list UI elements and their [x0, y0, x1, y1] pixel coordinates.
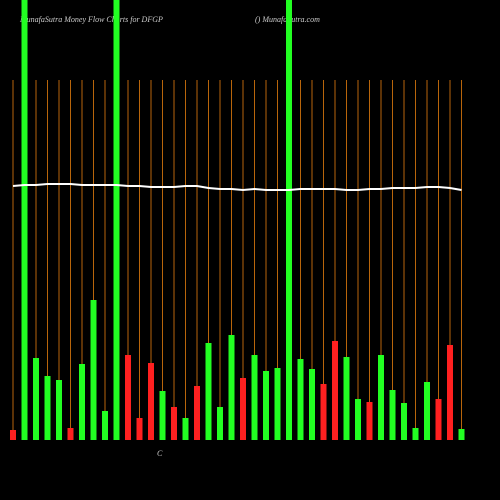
- bar: [136, 418, 143, 440]
- bar: [309, 369, 315, 440]
- bar: [366, 402, 373, 440]
- bar: [113, 0, 120, 440]
- bar: [102, 411, 108, 440]
- bar: [44, 376, 51, 440]
- bar: [412, 428, 419, 440]
- bar: [447, 345, 453, 440]
- bar: [159, 391, 166, 440]
- bar: [263, 371, 269, 440]
- bar: [217, 407, 223, 440]
- bar: [240, 378, 246, 440]
- bar: [458, 429, 465, 440]
- chart-title: MunafaSutra Money Flow Charts for DFGP: [19, 15, 163, 24]
- bar: [297, 359, 304, 440]
- bar: [171, 407, 177, 440]
- bar: [389, 390, 396, 440]
- bar: [67, 428, 74, 440]
- bar: [435, 399, 442, 440]
- bar: [251, 355, 258, 440]
- bar: [424, 382, 430, 440]
- annotation: C: [157, 449, 163, 458]
- bar: [332, 341, 338, 440]
- bar: [125, 355, 131, 440]
- money-flow-line: [12, 183, 462, 192]
- bar: [33, 358, 39, 440]
- bar: [148, 363, 154, 440]
- bar: [355, 399, 361, 440]
- bar: [378, 355, 384, 440]
- bar: [10, 430, 16, 440]
- bar: [90, 300, 97, 440]
- bar: [228, 335, 235, 440]
- bar: [205, 343, 212, 440]
- bar: [286, 0, 292, 440]
- bar: [182, 418, 189, 440]
- bar: [21, 0, 28, 440]
- bar: [274, 368, 281, 440]
- bar: [194, 386, 200, 440]
- bar: [320, 384, 327, 440]
- bar: [401, 403, 407, 440]
- bar: [79, 364, 85, 440]
- bar: [56, 380, 62, 440]
- bar: [343, 357, 350, 440]
